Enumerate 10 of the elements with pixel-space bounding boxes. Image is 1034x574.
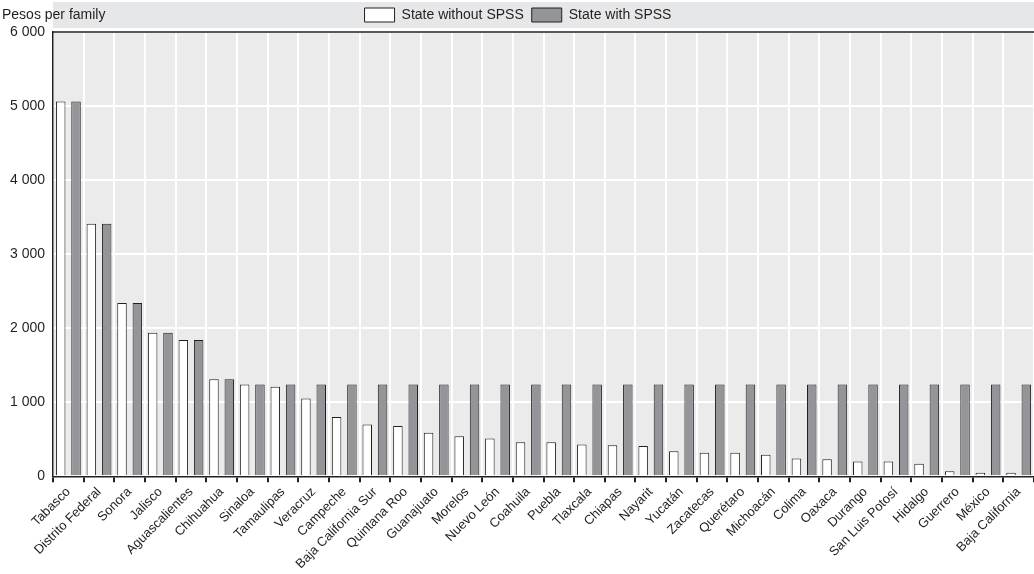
legend-label: State without SPSS — [401, 5, 524, 22]
y-tick-label: 5 000 — [9, 96, 46, 113]
y-axis-title: Pesos per family — [2, 5, 106, 22]
y-tick-label: 2 000 — [9, 319, 46, 336]
y-tick-label: 4 000 — [9, 170, 46, 187]
y-tick-label: 3 000 — [9, 245, 46, 262]
y-tick-label: 0 — [37, 467, 46, 484]
y-tick-label: 1 000 — [9, 393, 46, 410]
y-tick-label: 6 000 — [9, 22, 46, 39]
legend-label: State with SPSS — [568, 5, 672, 22]
